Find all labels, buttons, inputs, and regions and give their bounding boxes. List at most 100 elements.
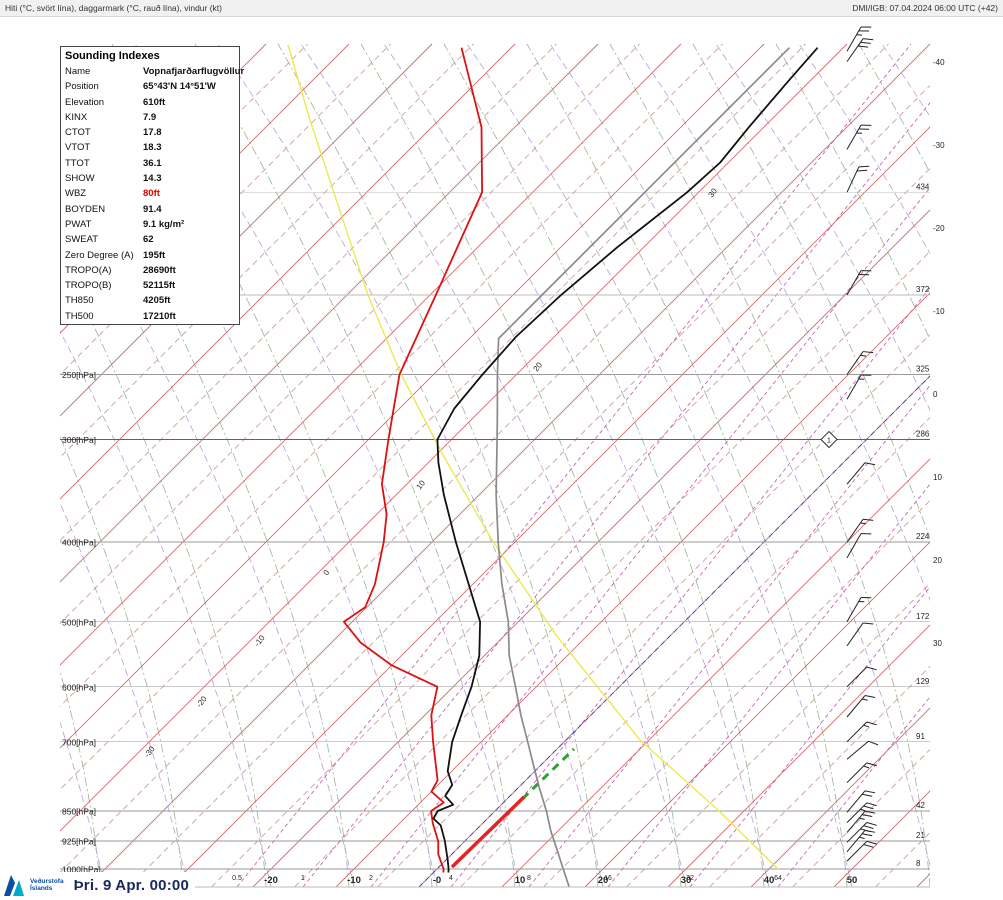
- wind-barb: [846, 462, 876, 485]
- pressure-axis-label: 700[hPa]: [62, 737, 96, 747]
- index-label: TTOT: [65, 157, 90, 169]
- dry-adiabat-line: [0, 44, 22, 887]
- index-label: PWAT: [65, 218, 92, 230]
- adiabat-label: 30: [706, 186, 719, 199]
- temp-axis-label: -0: [433, 875, 441, 886]
- index-value: 36.1: [143, 157, 162, 169]
- dry-adiabat-line: [715, 43, 930, 412]
- right-isotherm-label: 0: [933, 390, 938, 399]
- index-value: 91.4: [143, 203, 162, 215]
- index-row: Zero Degree (A) 195ft: [61, 248, 239, 263]
- moist-adiabat-line: [692, 43, 930, 540]
- wind-barbs-column: [846, 26, 879, 862]
- sounding-indexes-title: Sounding Indexes: [65, 50, 160, 62]
- index-label: TROPO(A): [65, 264, 112, 276]
- moist-adiabat-line: [443, 43, 765, 888]
- index-label: SWEAT: [65, 234, 99, 246]
- wind-barb: [846, 810, 876, 833]
- isotherm-line: [60, 43, 848, 832]
- dry-adiabat-line: [217, 43, 604, 888]
- right-isotherm-label: 30: [933, 639, 942, 648]
- index-row: TH850 4205ft: [61, 293, 239, 308]
- moist-adiabat-line: [360, 43, 682, 888]
- right-height-label: 21: [916, 831, 925, 840]
- temp-axis-label: 40: [764, 875, 775, 886]
- right-height-label: 172: [916, 612, 930, 621]
- mixing-ratio-label: 32: [686, 875, 694, 882]
- right-isotherm-label: -30: [933, 141, 945, 150]
- adiabat-label: 20: [531, 360, 544, 373]
- wind-barb: [846, 622, 874, 647]
- index-label: Zero Degree (A): [65, 249, 134, 261]
- index-value: 610ft: [143, 96, 166, 108]
- wind-barb: [846, 518, 874, 543]
- isotherm-line: [60, 43, 433, 417]
- pressure-axis-label: 500[hPa]: [62, 617, 96, 627]
- sounding-indexes-rows: Name Vopnafjarðarflugvöllur Position 65°43'…: [61, 64, 244, 324]
- chart-labels: 250[hPa] 300[hPa] 400[hPa] 500[hPa] 600[hPa]…: [62, 58, 945, 886]
- temp-axis-label: 50: [847, 875, 858, 886]
- logo-org-line2: Íslands: [30, 885, 53, 892]
- index-row: TH500 17210ft: [61, 309, 239, 324]
- right-height-label: 42: [916, 801, 925, 810]
- logo-org-line1: Veðurstofa: [30, 877, 64, 885]
- level-marker-diamond: 1: [820, 430, 838, 449]
- index-label: Position: [65, 81, 99, 93]
- index-value: 17.8: [143, 127, 162, 139]
- index-label: SHOW: [65, 173, 95, 185]
- moist-adiabat-line: [277, 43, 599, 888]
- isotherm-minor-line: [792, 749, 930, 888]
- right-height-label: 286: [916, 430, 930, 439]
- valid-datetime-label: Þri. 9 Apr. 00:00: [73, 876, 189, 894]
- sounding-indexes-panel: Sounding Indexes Name Vopnafjarðarflugvöl…: [60, 46, 244, 326]
- freezing-isotherm-line: [418, 375, 930, 888]
- isotherm-line: [501, 458, 930, 888]
- pressure-axis-label: 925[hPa]: [62, 837, 96, 847]
- index-value: 9.1 kg/m²: [143, 218, 185, 230]
- mixing-ratio-label: 64: [774, 875, 782, 882]
- isotherm-line: [169, 126, 930, 888]
- dry-adiabat-line: [549, 43, 930, 868]
- index-row: Position 65°43'N 14°51'W: [61, 79, 239, 94]
- wind-barb: [846, 597, 872, 623]
- index-row: BOYDEN 91.4: [61, 202, 239, 217]
- index-row: CTOT 17.8: [61, 125, 239, 140]
- dry-adiabat-line: [798, 43, 930, 255]
- wind-barb: [846, 270, 872, 296]
- isotherm-line: [60, 43, 599, 583]
- index-value: 65°43'N 14°51'W: [143, 81, 216, 93]
- isotherm-minor-line: [460, 417, 930, 888]
- dry-adiabat-line: [60, 721, 106, 888]
- right-isotherm-label: -20: [933, 224, 945, 233]
- index-label: KINX: [65, 111, 88, 123]
- dewpoint-line: [342, 47, 484, 873]
- pressure-axis-label: 400[hPa]: [62, 538, 96, 548]
- index-label: Name: [65, 66, 91, 77]
- index-row: SWEAT 62: [61, 232, 239, 247]
- dry-adiabat-line: [965, 44, 1003, 887]
- index-row: PWAT 9.1 kg/m²: [61, 217, 239, 232]
- isotherm-line: [584, 541, 930, 888]
- mixing-ratio-line: [302, 102, 930, 888]
- index-value: 14.3: [143, 173, 162, 185]
- temperature-line: [432, 47, 819, 873]
- wind-barb: [846, 533, 872, 559]
- wind-barb: [846, 721, 877, 743]
- isotherm-minor-line: [60, 43, 723, 707]
- index-row: TROPO(A) 28690ft: [61, 263, 239, 278]
- wind-barb: [846, 351, 874, 375]
- index-value: 195ft: [143, 249, 166, 261]
- isotherm-minor-line: [211, 168, 930, 888]
- wind-barb: [846, 165, 870, 193]
- index-row: SHOW 14.3: [61, 171, 239, 186]
- index-label: TROPO(B): [65, 280, 112, 292]
- wind-barb: [846, 374, 872, 400]
- isotherm-minor-line: [60, 43, 806, 790]
- index-label: TH500: [65, 310, 94, 322]
- pressure-axis-label: 1000[hPa]: [62, 865, 101, 875]
- index-value: 17210ft: [143, 310, 176, 322]
- mixing-ratio-line: [528, 384, 930, 888]
- moist-adiabat-line: [526, 43, 848, 888]
- isotherm-minor-line: [543, 500, 930, 888]
